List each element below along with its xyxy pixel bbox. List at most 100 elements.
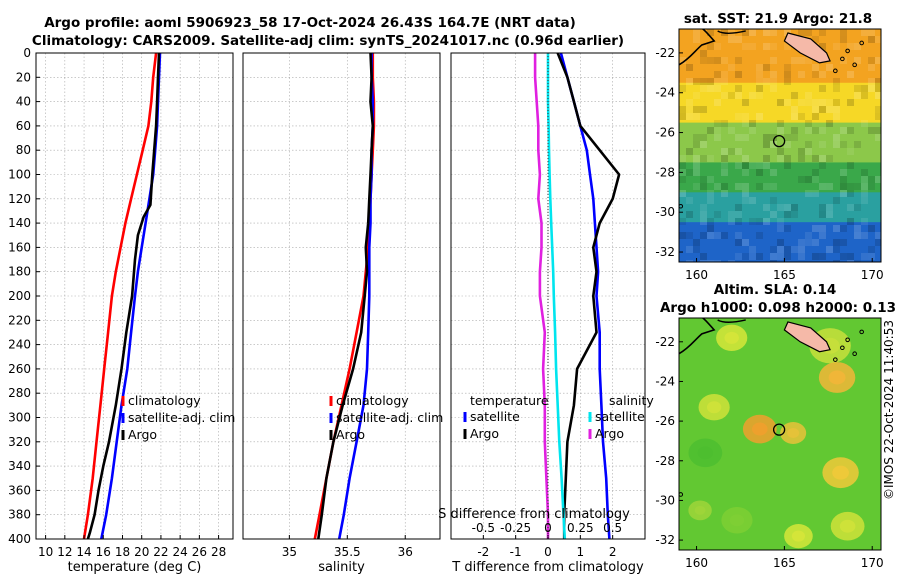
sst-pixel: [861, 253, 868, 260]
sst-pixel: [868, 225, 875, 232]
x-tick-label: 160: [685, 556, 708, 570]
sst-pixel: [805, 127, 812, 134]
sst-pixel: [833, 246, 840, 253]
sst-pixel: [784, 246, 791, 253]
sst-pixel: [721, 190, 728, 197]
y-tick-label: 120: [8, 192, 31, 206]
sst-pixel: [728, 127, 735, 134]
sst-pixel: [861, 183, 868, 190]
sst-pixel: [693, 29, 700, 36]
sst-pixel: [721, 92, 728, 99]
argo-position-marker: [772, 134, 786, 148]
x-tick-label: 10: [38, 545, 53, 559]
sst-pixel: [854, 204, 861, 211]
y-tick-label: 100: [8, 168, 31, 182]
temperature-panel: 10 12 14 16 18 20 22 24 26 28 temperature (deg C) 0…: [8, 46, 235, 575]
sst-pixel: [714, 127, 721, 134]
sst-pixel: [784, 211, 791, 218]
sst-pixel: [854, 92, 861, 99]
sst-pixel: [707, 43, 714, 50]
sst-pixel: [826, 211, 833, 218]
y-tick-label: -28: [655, 165, 675, 179]
sst-pixel: [770, 85, 777, 92]
sst-pixel: [847, 183, 854, 190]
sst-pixel: [742, 190, 749, 197]
y-tick-label: -30: [655, 205, 675, 219]
sla-anomaly-core: [724, 331, 739, 344]
map-image: [679, 29, 881, 262]
sst-pixel: [833, 239, 840, 246]
land-new-caledonia: [783, 32, 831, 64]
sst-pixel: [693, 162, 700, 169]
sst-pixel: [784, 225, 791, 232]
y-tick-label: 380: [8, 508, 31, 522]
sst-pixel: [819, 127, 826, 134]
sst-pixel: [875, 134, 881, 141]
sst-pixel: [868, 246, 875, 253]
sst-pixel: [840, 225, 847, 232]
sst-pixel: [756, 64, 763, 71]
sst-pixel: [854, 57, 861, 64]
sst-pixel: [735, 232, 742, 239]
sst-pixel: [847, 148, 854, 155]
sst-pixel: [777, 155, 784, 162]
sst-pixel: [819, 29, 826, 36]
sst-pixel: [707, 155, 714, 162]
x-tick-label: 35: [282, 545, 297, 559]
sst-pixel: [819, 232, 826, 239]
sst-pixel: [875, 57, 881, 64]
map-frame: [678, 317, 882, 551]
sst-pixel: [679, 155, 686, 162]
sst-pixel: [798, 246, 805, 253]
sst-pixel: [679, 85, 686, 92]
x-tick-label: 22: [153, 545, 168, 559]
sst-pixel: [777, 246, 784, 253]
x-tick-label: 24: [173, 545, 188, 559]
sst-pixel: [700, 183, 707, 190]
sst-pixel: [777, 127, 784, 134]
sst-pixel: [770, 141, 777, 148]
sst-pixel: [847, 127, 854, 134]
map-image: [679, 318, 881, 550]
x-tick-label: 160: [685, 268, 708, 282]
sst-pixel: [875, 78, 881, 85]
plot-frame: [242, 52, 441, 540]
sst-pixel: [693, 113, 700, 120]
sst-pixel: [735, 162, 742, 169]
sst-pixel: [819, 225, 826, 232]
sst-pixel: [847, 71, 854, 78]
island-marker: [845, 337, 850, 343]
sst-pixel: [749, 197, 756, 204]
sst-pixel: [847, 43, 854, 50]
sst-pixel: [812, 106, 819, 113]
sst-pixel: [798, 99, 805, 106]
credit-text: ©IMOS 22-Oct-2024 11:40:53: [882, 320, 896, 500]
sla-anomaly-core: [791, 530, 806, 542]
sst-pixel: [742, 197, 749, 204]
sla-anomaly-core: [832, 465, 849, 480]
sst-pixel: [763, 155, 770, 162]
sst-pixel: [742, 162, 749, 169]
reef-outline: [679, 318, 716, 355]
sst-pixel: [861, 169, 868, 176]
sst-pixel: [833, 113, 840, 120]
series-line-s-satellite: [546, 53, 567, 540]
sst-pixel: [693, 92, 700, 99]
sst-pixel: [840, 183, 847, 190]
sst-pixel: [861, 190, 868, 197]
sst-pixel: [756, 71, 763, 78]
y-tick-label: 0: [23, 46, 31, 60]
island-marker: [833, 68, 838, 74]
sst-pixel: [714, 78, 721, 85]
y-tick-label: 340: [8, 459, 31, 473]
sst-pixel: [763, 204, 770, 211]
sst-pixel: [777, 204, 784, 211]
sst-pixel: [707, 197, 714, 204]
sst-pixel: [686, 78, 693, 85]
sst-pixel: [833, 197, 840, 204]
sst-pixel: [714, 71, 721, 78]
sst-pixel: [826, 246, 833, 253]
sst-pixel: [728, 148, 735, 155]
legend-label: satellite: [595, 409, 645, 424]
